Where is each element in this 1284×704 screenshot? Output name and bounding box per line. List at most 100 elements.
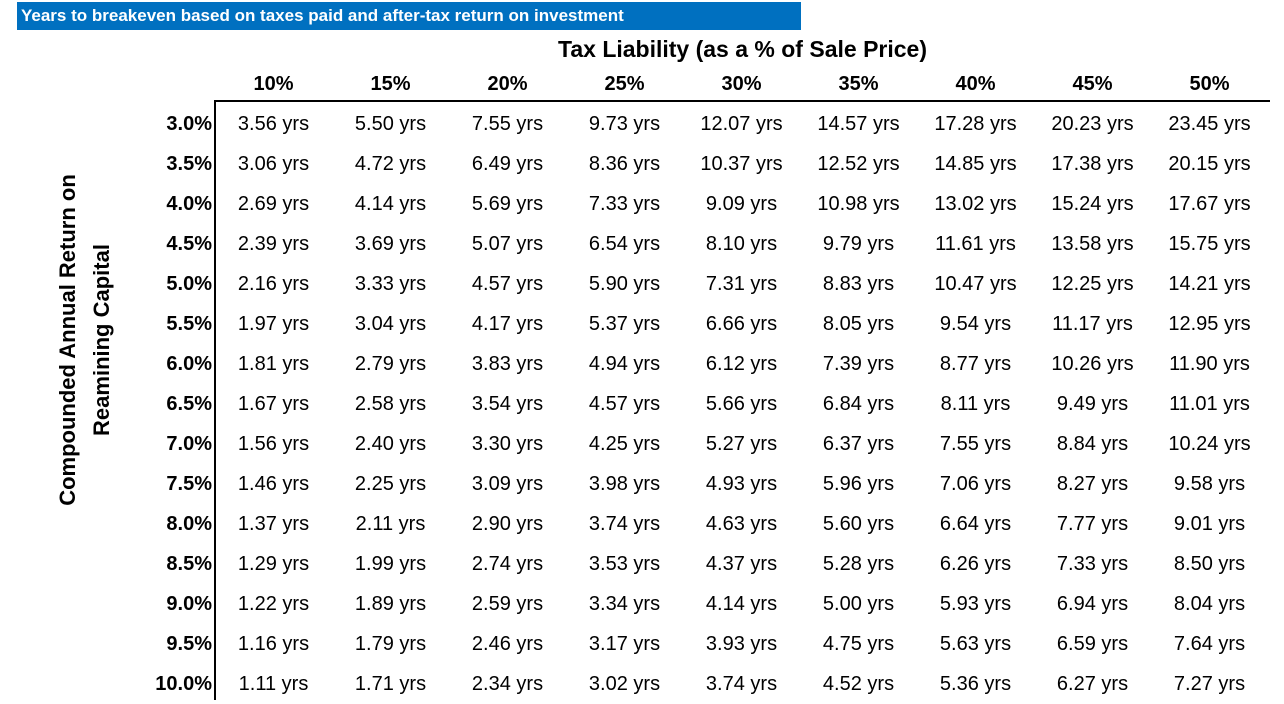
table-cell: 12.52 yrs [817, 153, 900, 175]
row-header-divider [214, 100, 216, 700]
table-cell: 4.57 yrs [471, 273, 544, 295]
row-axis-title-line1: Compounded Annual Return on [55, 174, 80, 506]
table-cell: 2.25 yrs [354, 473, 427, 495]
table-cell: 6.66 yrs [705, 313, 778, 335]
table-cell: 1.71 yrs [354, 673, 427, 695]
row-header: 9.0% [166, 593, 212, 615]
table-cell: 6.59 yrs [1056, 633, 1129, 655]
table-cell: 5.50 yrs [354, 113, 427, 135]
row-header: 5.0% [166, 273, 212, 295]
table-cell: 1.97 yrs [237, 313, 310, 335]
row-header: 8.5% [166, 553, 212, 575]
table-cell: 2.11 yrs [355, 513, 426, 535]
table-cell: 15.75 yrs [1168, 233, 1251, 255]
table-cell: 1.79 yrs [354, 633, 427, 655]
table-cell: 5.27 yrs [705, 433, 778, 455]
table-cell: 3.93 yrs [705, 633, 778, 655]
table-cell: 5.36 yrs [939, 673, 1012, 695]
table-cell: 11.90 yrs [1169, 353, 1250, 375]
table-cell: 8.77 yrs [939, 353, 1012, 375]
table-cell: 5.60 yrs [822, 513, 895, 535]
table-cell: 10.24 yrs [1168, 433, 1251, 455]
table-cell: 12.25 yrs [1051, 273, 1134, 295]
table-cell: 4.25 yrs [588, 433, 661, 455]
column-header: 40% [955, 73, 996, 95]
table-cell: 9.54 yrs [939, 313, 1012, 335]
table-cell: 6.64 yrs [939, 513, 1012, 535]
row-header: 8.0% [166, 513, 212, 535]
table-cell: 2.16 yrs [237, 273, 310, 295]
table-cell: 2.90 yrs [471, 513, 544, 535]
table-cell: 4.93 yrs [705, 473, 778, 495]
column-header: 20% [487, 73, 528, 95]
table-cell: 6.54 yrs [588, 233, 661, 255]
table-cell: 9.73 yrs [588, 113, 661, 135]
column-header: 25% [604, 73, 645, 95]
table-cell: 7.33 yrs [588, 193, 661, 215]
table-cell: 14.85 yrs [934, 153, 1017, 175]
table-cell: 11.61 yrs [935, 233, 1016, 255]
table-cell: 7.64 yrs [1173, 633, 1246, 655]
table-cell: 3.74 yrs [705, 673, 778, 695]
table-cell: 8.36 yrs [588, 153, 661, 175]
table-cell: 14.57 yrs [817, 113, 900, 135]
table-cell: 5.28 yrs [822, 553, 895, 575]
table-cell: 2.79 yrs [354, 353, 427, 375]
table-cell: 8.10 yrs [705, 233, 778, 255]
table-cell: 6.49 yrs [471, 153, 544, 175]
table-cell: 4.75 yrs [822, 633, 895, 655]
row-axis-title: Compounded Annual Return on Reamining Ca… [50, 130, 120, 550]
table-cell: 8.11 yrs [940, 393, 1011, 415]
table-cell: 2.46 yrs [471, 633, 544, 655]
table-cell: 10.47 yrs [934, 273, 1017, 295]
table-cell: 8.50 yrs [1173, 553, 1246, 575]
table-cell: 1.37 yrs [237, 513, 310, 535]
table-cell: 6.12 yrs [705, 353, 778, 375]
row-header: 4.0% [166, 193, 212, 215]
table-cell: 8.04 yrs [1173, 593, 1246, 615]
table-cell: 8.83 yrs [822, 273, 895, 295]
table-cell: 8.27 yrs [1056, 473, 1129, 495]
table-cell: 15.24 yrs [1051, 193, 1134, 215]
table-cell: 2.39 yrs [237, 233, 310, 255]
table-cell: 6.37 yrs [822, 433, 895, 455]
table-cell: 3.53 yrs [588, 553, 661, 575]
table-cell: 2.59 yrs [471, 593, 544, 615]
table-cell: 5.66 yrs [705, 393, 778, 415]
table-cell: 8.84 yrs [1056, 433, 1129, 455]
table-cell: 9.49 yrs [1056, 393, 1129, 415]
table-cell: 3.69 yrs [354, 233, 427, 255]
table-cell: 7.55 yrs [939, 433, 1012, 455]
table-cell: 12.95 yrs [1168, 313, 1251, 335]
row-header: 4.5% [166, 233, 212, 255]
row-header: 6.5% [166, 393, 212, 415]
table-cell: 3.30 yrs [471, 433, 544, 455]
table-cell: 13.58 yrs [1051, 233, 1134, 255]
table-cell: 1.11 yrs [238, 673, 309, 695]
table-cell: 9.01 yrs [1173, 513, 1246, 535]
column-header: 35% [838, 73, 879, 95]
table-cell: 4.52 yrs [822, 673, 895, 695]
table-cell: 5.69 yrs [471, 193, 544, 215]
table-cell: 9.79 yrs [822, 233, 895, 255]
table-cell: 3.98 yrs [588, 473, 661, 495]
table-cell: 4.57 yrs [588, 393, 661, 415]
table-cell: 6.94 yrs [1056, 593, 1129, 615]
table-cell: 1.16 yrs [237, 633, 310, 655]
column-header: 50% [1189, 73, 1230, 95]
table-cell: 1.56 yrs [237, 433, 310, 455]
row-header: 3.5% [166, 153, 212, 175]
table-cell: 7.31 yrs [705, 273, 778, 295]
table-cell: 2.34 yrs [471, 673, 544, 695]
table-cell: 10.26 yrs [1051, 353, 1134, 375]
table-cell: 20.23 yrs [1051, 113, 1134, 135]
column-header: 45% [1072, 73, 1113, 95]
table-cell: 4.14 yrs [705, 593, 778, 615]
table-cell: 7.06 yrs [939, 473, 1012, 495]
table-cell: 3.02 yrs [588, 673, 661, 695]
table-cell: 1.89 yrs [354, 593, 427, 615]
table-cell: 4.72 yrs [354, 153, 427, 175]
table-cell: 3.54 yrs [471, 393, 544, 415]
table-cell: 5.07 yrs [471, 233, 544, 255]
table-cell: 11.01 yrs [1169, 393, 1250, 415]
